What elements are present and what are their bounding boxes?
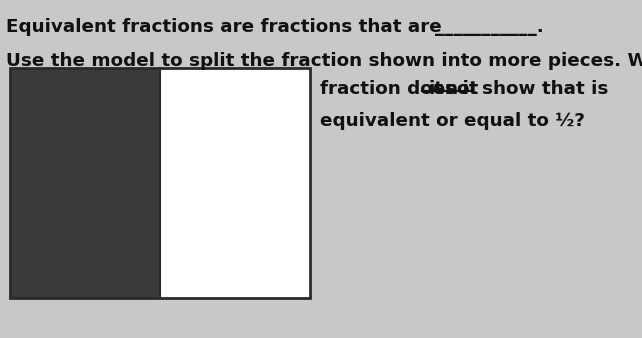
Text: Equivalent fractions are fractions that are: Equivalent fractions are fractions that … [6, 18, 442, 36]
Text: Use the model to split the fraction shown into more pieces. What: Use the model to split the fraction show… [6, 52, 642, 70]
Text: it: it [428, 80, 443, 98]
Text: show that is: show that is [482, 80, 609, 98]
Bar [10, 68, 310, 298]
Text: equivalent or equal to ½?: equivalent or equal to ½? [320, 112, 585, 130]
Text: not: not [445, 80, 479, 98]
Bar [10, 68, 160, 298]
Text: ___________.: ___________. [435, 18, 544, 36]
Bar [160, 68, 310, 298]
Text: fraction does it: fraction does it [320, 80, 478, 98]
